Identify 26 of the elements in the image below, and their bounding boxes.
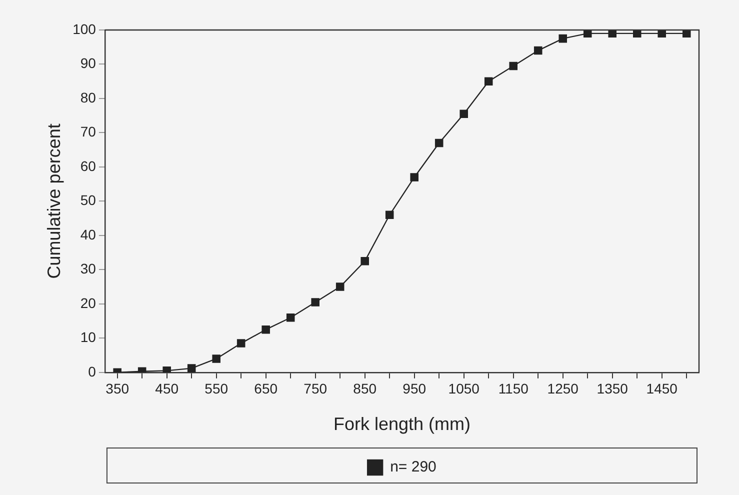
- y-tick-label: 70: [80, 124, 96, 140]
- x-tick-label: 950: [402, 380, 426, 396]
- y-axis-title: Cumulative percent: [44, 124, 64, 279]
- x-tick-label: 1050: [448, 380, 480, 396]
- x-tick-label: 350: [106, 380, 130, 396]
- y-tick-label: 20: [80, 294, 96, 311]
- x-axis-title: Fork length (mm): [333, 414, 470, 434]
- x-tick-label: 550: [204, 380, 228, 396]
- legend-label: n= 290: [390, 458, 436, 476]
- y-tick-label: 30: [80, 260, 96, 277]
- x-tick-label: 1350: [596, 380, 628, 396]
- y-tick-label: 50: [80, 192, 96, 208]
- y-tick-label: 10: [80, 329, 96, 346]
- y-tick-label: 40: [80, 226, 96, 242]
- y-tick-label: 0: [88, 363, 96, 380]
- y-tick-label: 60: [80, 158, 96, 174]
- x-tick-label: 1250: [547, 380, 579, 396]
- x-tick-label: 650: [254, 380, 278, 396]
- x-tick-label: 450: [155, 380, 179, 396]
- x-tick-label: 1150: [498, 380, 529, 396]
- y-tick-label: 90: [80, 55, 96, 72]
- y-tick-label: 100: [72, 20, 96, 37]
- x-tick-label: 1450: [646, 380, 678, 396]
- x-tick-label: 850: [353, 380, 377, 396]
- x-tick-label: 750: [304, 380, 328, 396]
- y-tick-label: 80: [80, 89, 96, 106]
